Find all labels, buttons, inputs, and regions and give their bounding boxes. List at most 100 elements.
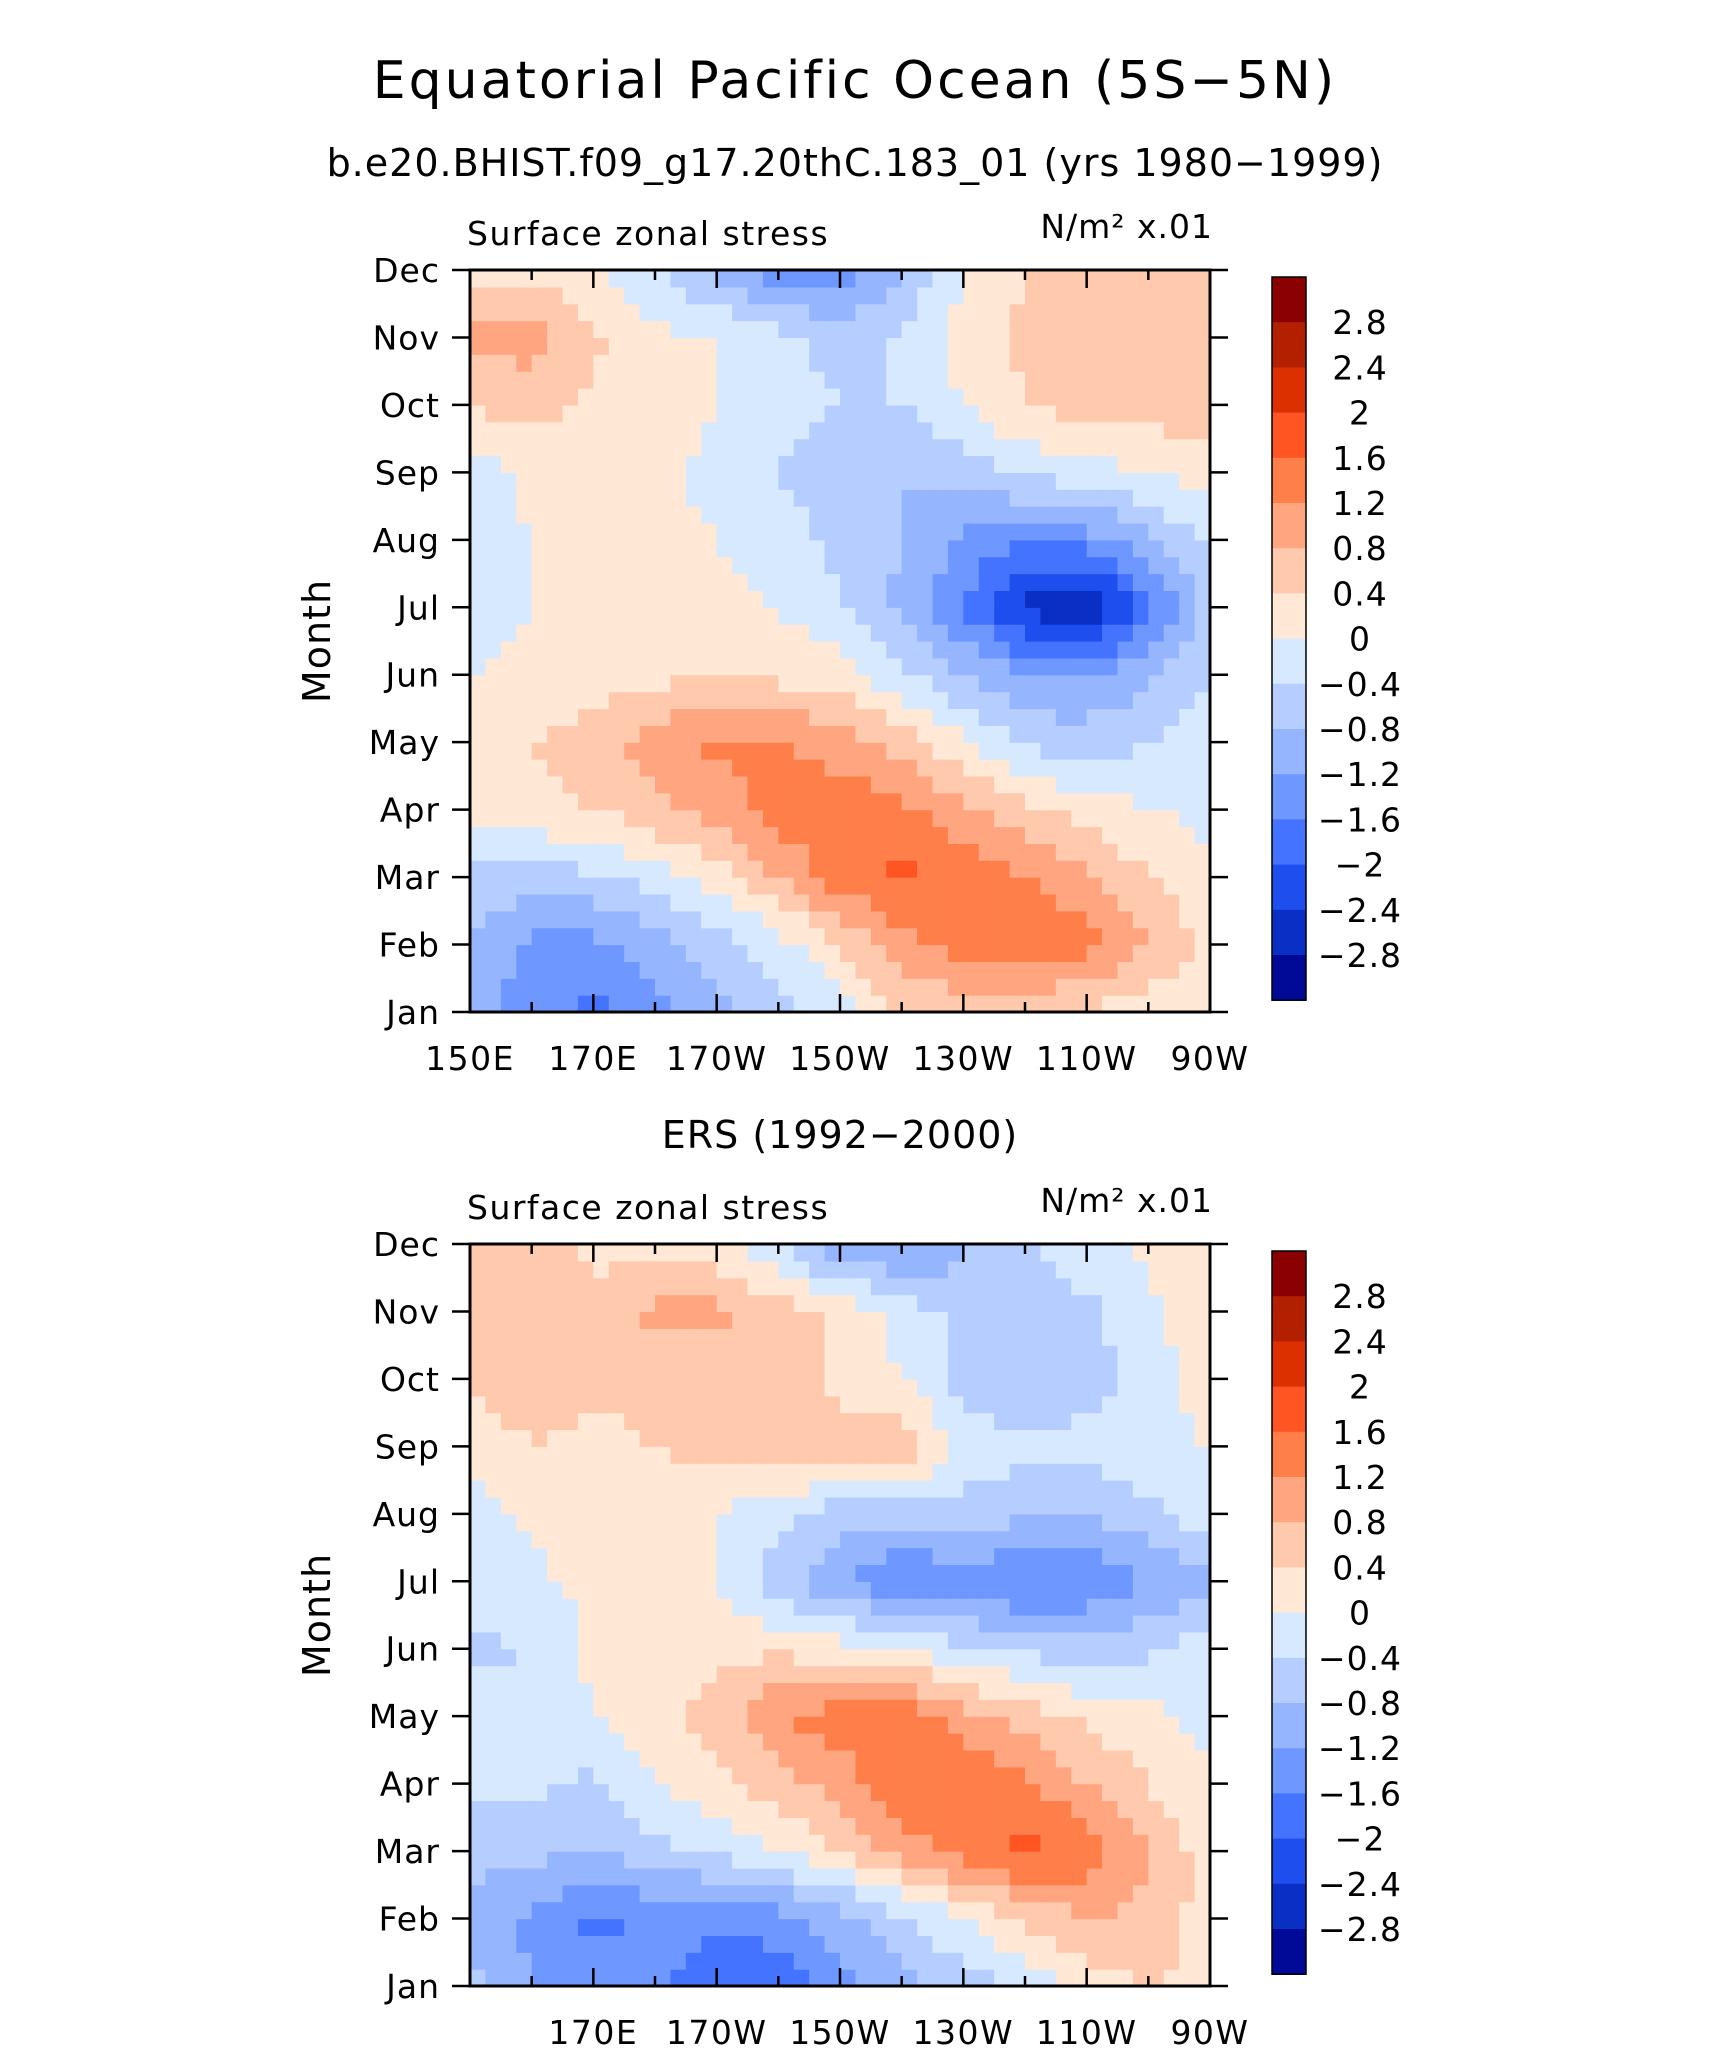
heatmap-cell [1009, 1311, 1026, 1329]
heatmap-cell [1117, 1800, 1134, 1818]
heatmap-cell [1194, 775, 1210, 794]
heatmap-cell [901, 539, 918, 558]
heatmap-cell [994, 522, 1011, 541]
heatmap-cell [531, 337, 548, 355]
heatmap-cell [1117, 337, 1134, 355]
heatmap-cell [732, 1547, 749, 1566]
heatmap-cell [577, 1513, 594, 1532]
heatmap-cell [963, 1547, 980, 1566]
heatmap-cell [886, 522, 903, 541]
heatmap-cell [1132, 1749, 1149, 1768]
heatmap-cell [840, 1530, 857, 1549]
heatmap-cell [947, 1615, 964, 1633]
heatmap-cell [978, 1935, 995, 1953]
heatmap-cell [932, 607, 949, 625]
heatmap-cell [732, 978, 749, 996]
heatmap-cell [978, 506, 995, 524]
heatmap-cell [531, 624, 548, 642]
heatmap-cell [994, 1260, 1011, 1279]
heatmap-cell [963, 1581, 980, 1599]
heatmap-cell [1163, 725, 1180, 743]
heatmap-cell [762, 826, 779, 844]
heatmap-cell [947, 590, 964, 608]
heatmap-cell [932, 1716, 949, 1734]
heatmap-cell [685, 1918, 702, 1937]
heatmap-cell [1163, 1598, 1180, 1616]
heatmap-cell [1086, 1277, 1103, 1296]
heatmap-cell [1086, 388, 1103, 406]
heatmap-cell [1009, 1783, 1026, 1802]
panel-subtitle: ERS (1992−2000) [662, 1113, 1019, 1157]
heatmap-cell [608, 1834, 625, 1852]
heatmap-cell [917, 1851, 934, 1869]
heatmap-cell [1055, 286, 1072, 305]
heatmap-cell [840, 1749, 857, 1768]
heatmap-cell [624, 337, 641, 355]
heatmap-cell [870, 1513, 887, 1532]
heatmap-cell [1194, 1446, 1210, 1464]
heatmap-cell [500, 641, 517, 659]
y-tick-label: Jan [384, 1967, 440, 2006]
heatmap-cell [1148, 1682, 1165, 1700]
heatmap-cell [963, 1766, 980, 1785]
heatmap-cell [1179, 607, 1196, 625]
heatmap-cell [870, 1598, 887, 1616]
heatmap-cell [624, 1817, 641, 1835]
heatmap-cell [562, 607, 579, 625]
heatmap-cell [716, 910, 733, 929]
heatmap-cell [747, 978, 764, 996]
heatmap-cell [500, 1429, 517, 1447]
heatmap-cell [932, 1277, 949, 1296]
heatmap-cell [1071, 1699, 1088, 1717]
heatmap-cell [531, 978, 548, 996]
heatmap-cell [963, 1716, 980, 1734]
heatmap-cell [1055, 354, 1072, 372]
heatmap-cell [1132, 404, 1149, 423]
heatmap-cell [639, 388, 656, 406]
heatmap-cell [670, 826, 687, 844]
heatmap-cell [1009, 792, 1026, 811]
heatmap-cell [963, 1362, 980, 1380]
heatmap-cell [655, 1598, 672, 1616]
heatmap-cell [547, 489, 564, 507]
heatmap-cell [701, 1581, 718, 1599]
heatmap-cell [978, 388, 995, 406]
heatmap-cell [1117, 506, 1134, 524]
heatmap-cell [994, 270, 1011, 288]
heatmap-cell [639, 1581, 656, 1599]
colorbar-box [1272, 1883, 1306, 1930]
heatmap-cell [978, 1412, 995, 1431]
heatmap-cell [1055, 826, 1072, 844]
heatmap-cell [778, 303, 795, 322]
heatmap-cell [624, 472, 641, 490]
heatmap-cell [547, 354, 564, 372]
heatmap-cell [855, 472, 872, 490]
heatmap-cell [809, 742, 826, 760]
colorbar-label: 0.8 [1332, 1503, 1387, 1542]
heatmap-cell [485, 1834, 502, 1852]
heatmap-cell [793, 1244, 810, 1262]
heatmap-cell [1009, 371, 1026, 389]
heatmap-cell [639, 725, 656, 743]
heatmap-cell [701, 657, 718, 676]
heatmap-cell [917, 455, 934, 473]
heatmap-cell [1040, 1716, 1057, 1734]
heatmap-cell [840, 775, 857, 794]
heatmap-cell [470, 1935, 487, 1953]
heatmap-cell [470, 1311, 487, 1329]
heatmap-cell [593, 944, 610, 963]
heatmap-cell [1132, 961, 1149, 979]
heatmap-cell [1009, 877, 1026, 895]
heatmap-cell [670, 1260, 687, 1279]
heatmap-cell [855, 860, 872, 878]
heatmap-cell [531, 1699, 548, 1717]
heatmap-cell [685, 910, 702, 929]
heatmap-cell [855, 607, 872, 625]
heatmap-cell [1009, 489, 1026, 507]
heatmap-cell [1148, 1412, 1165, 1431]
colorbar: 2.82.421.61.20.80.40−0.4−0.8−1.2−1.6−2−2… [1271, 1250, 1401, 1975]
heatmap-cell [1163, 995, 1180, 1012]
heatmap-cell [855, 1749, 872, 1768]
heatmap-cell [1102, 286, 1119, 305]
